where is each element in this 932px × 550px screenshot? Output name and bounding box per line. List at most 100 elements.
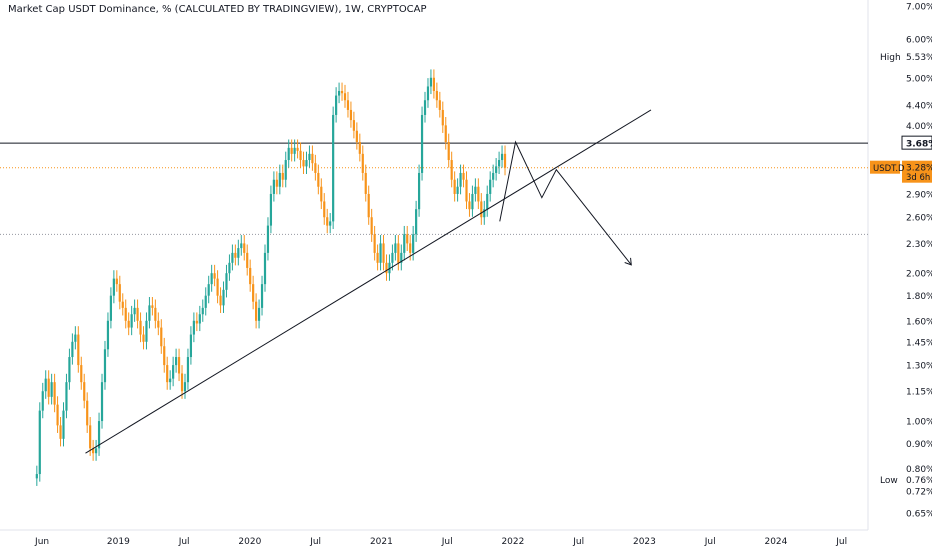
candle[interactable] (47, 370, 50, 405)
candle[interactable] (391, 244, 394, 271)
candle[interactable] (160, 319, 163, 354)
candle[interactable] (367, 185, 370, 225)
candle[interactable] (53, 373, 56, 413)
candle[interactable] (71, 333, 74, 365)
candle[interactable] (503, 145, 507, 176)
candle[interactable] (222, 281, 225, 313)
candle[interactable] (385, 254, 388, 281)
candle[interactable] (302, 151, 305, 174)
candle[interactable] (163, 337, 166, 373)
candle[interactable] (459, 164, 462, 195)
candle[interactable] (133, 299, 136, 322)
candle[interactable] (332, 106, 335, 229)
candle[interactable] (492, 164, 495, 188)
candle[interactable] (216, 270, 219, 304)
candle[interactable] (255, 293, 258, 329)
projected-path[interactable] (499, 140, 632, 266)
candle[interactable] (100, 373, 104, 429)
candle[interactable] (397, 235, 400, 271)
candle[interactable] (204, 287, 207, 316)
candle[interactable] (130, 305, 133, 336)
candle[interactable] (364, 164, 367, 202)
candle[interactable] (103, 340, 107, 390)
candle[interactable] (426, 78, 430, 108)
candle[interactable] (281, 164, 284, 188)
candle[interactable] (317, 164, 320, 195)
candle[interactable] (157, 312, 160, 336)
candle[interactable] (477, 178, 480, 210)
candle[interactable] (213, 264, 216, 287)
candle[interactable] (453, 171, 456, 202)
candle[interactable] (38, 402, 41, 482)
candle[interactable] (77, 326, 80, 373)
candle[interactable] (186, 348, 190, 390)
candle[interactable] (500, 145, 504, 168)
candle[interactable] (444, 117, 447, 150)
candle[interactable] (320, 178, 323, 210)
candle[interactable] (97, 412, 101, 456)
candle[interactable] (172, 356, 175, 387)
candle[interactable] (352, 111, 355, 139)
candle[interactable] (358, 133, 361, 162)
time-axis[interactable]: Jun 2019 Jul 2020 Jul 2021 Jul 2022 Jul 2023 Jul 20… (34, 537, 847, 547)
candle[interactable] (335, 87, 338, 123)
candle[interactable] (379, 235, 382, 271)
candle[interactable] (83, 373, 86, 409)
candle[interactable] (376, 244, 379, 271)
candle[interactable] (403, 225, 406, 261)
candle[interactable] (340, 82, 344, 101)
candle[interactable] (136, 299, 139, 329)
candle[interactable] (231, 244, 234, 271)
candle[interactable] (145, 312, 148, 350)
candle[interactable] (296, 139, 299, 159)
candle[interactable] (323, 193, 326, 225)
candle[interactable] (361, 145, 364, 181)
candle[interactable] (50, 373, 53, 405)
candle[interactable] (74, 326, 77, 350)
candle[interactable] (400, 244, 403, 271)
candle[interactable] (225, 264, 228, 298)
candle[interactable] (432, 69, 436, 99)
candle[interactable] (394, 235, 397, 261)
candle[interactable] (249, 259, 252, 292)
candle[interactable] (257, 299, 261, 329)
candle[interactable] (290, 139, 293, 162)
candle[interactable] (94, 439, 98, 461)
candle[interactable] (151, 297, 154, 316)
candle[interactable] (406, 225, 409, 251)
candle[interactable] (234, 244, 237, 266)
candle[interactable] (127, 312, 130, 336)
candle[interactable] (263, 244, 267, 292)
candle[interactable] (382, 235, 385, 271)
candle[interactable] (41, 382, 44, 419)
candle[interactable] (118, 275, 121, 310)
candle[interactable] (246, 244, 249, 276)
candle[interactable] (207, 275, 210, 304)
candle[interactable] (89, 416, 92, 456)
candle[interactable] (189, 326, 193, 365)
candle[interactable] (272, 171, 275, 202)
candle[interactable] (124, 299, 127, 329)
candle[interactable] (305, 151, 308, 174)
candle[interactable] (483, 200, 486, 225)
candle[interactable] (447, 133, 450, 168)
candle[interactable] (337, 82, 341, 104)
candle[interactable] (174, 348, 178, 373)
candle[interactable] (308, 145, 311, 168)
candle[interactable] (269, 185, 273, 234)
candle[interactable] (195, 312, 198, 332)
candle[interactable] (450, 151, 453, 188)
candle[interactable] (456, 178, 459, 202)
candle[interactable] (192, 312, 195, 343)
candle[interactable] (139, 312, 142, 343)
candle[interactable] (441, 101, 444, 133)
candle[interactable] (210, 264, 213, 292)
candle[interactable] (497, 151, 501, 174)
candle[interactable] (311, 145, 314, 171)
candle[interactable] (284, 151, 287, 188)
candle[interactable] (495, 158, 498, 181)
candle[interactable] (65, 373, 68, 419)
candle[interactable] (388, 254, 391, 281)
